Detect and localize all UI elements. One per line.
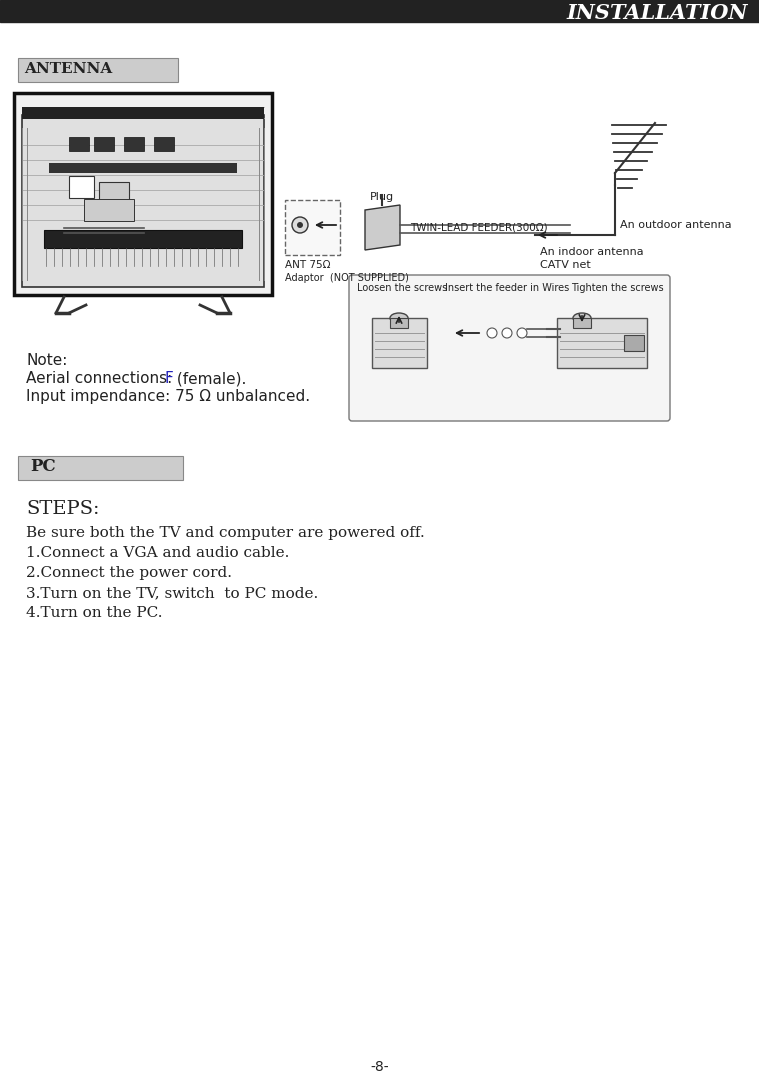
- Text: ANT 75Ω: ANT 75Ω: [285, 260, 330, 270]
- Text: Aerial connections:: Aerial connections:: [26, 370, 177, 386]
- Bar: [154, 137, 174, 151]
- Text: INSTALLATION: INSTALLATION: [566, 3, 748, 23]
- Text: Tighten the screws: Tighten the screws: [571, 283, 663, 293]
- Bar: [0, 0, 759, 22]
- Bar: [124, 137, 144, 151]
- Text: -8-: -8-: [370, 1060, 389, 1074]
- Circle shape: [487, 328, 497, 338]
- FancyBboxPatch shape: [349, 275, 670, 421]
- Bar: [573, 318, 591, 328]
- Bar: [557, 318, 647, 368]
- Bar: [69, 137, 89, 151]
- Bar: [84, 199, 134, 221]
- Text: PC: PC: [30, 458, 55, 475]
- Text: 3.Turn on the TV, switch  to PC mode.: 3.Turn on the TV, switch to PC mode.: [26, 586, 318, 600]
- Ellipse shape: [573, 313, 591, 323]
- Text: 2.Connect the power cord.: 2.Connect the power cord.: [26, 567, 232, 581]
- Circle shape: [517, 328, 527, 338]
- Bar: [285, 200, 340, 255]
- Text: Adaptor  (NOT SUPPLIED): Adaptor (NOT SUPPLIED): [285, 272, 409, 283]
- Bar: [94, 137, 114, 151]
- Bar: [49, 163, 237, 173]
- Bar: [22, 107, 264, 118]
- Circle shape: [292, 216, 308, 233]
- Bar: [18, 58, 178, 82]
- Text: 1.Connect a VGA and audio cable.: 1.Connect a VGA and audio cable.: [26, 546, 289, 560]
- Bar: [372, 318, 427, 368]
- Bar: [69, 176, 94, 198]
- Text: Loosen the screws: Loosen the screws: [357, 283, 447, 293]
- Polygon shape: [365, 205, 400, 250]
- Ellipse shape: [390, 313, 408, 323]
- Bar: [14, 93, 272, 295]
- Text: TWIN-LEAD FEEDER(300Ω): TWIN-LEAD FEEDER(300Ω): [410, 222, 548, 232]
- Text: ANTENNA: ANTENNA: [24, 62, 112, 76]
- Bar: [18, 456, 183, 480]
- Text: 4.Turn on the PC.: 4.Turn on the PC.: [26, 606, 162, 620]
- Text: STEPS:: STEPS:: [26, 500, 99, 518]
- Bar: [22, 115, 264, 286]
- Text: Be sure both the TV and computer are powered off.: Be sure both the TV and computer are pow…: [26, 526, 425, 540]
- Bar: [390, 318, 408, 328]
- Text: Input impendance: 75 Ω unbalanced.: Input impendance: 75 Ω unbalanced.: [26, 389, 310, 404]
- Text: (female).: (female).: [172, 370, 247, 386]
- Text: Note:: Note:: [26, 353, 68, 368]
- Text: Plug: Plug: [370, 192, 394, 202]
- Circle shape: [297, 222, 303, 228]
- Bar: [44, 230, 242, 248]
- Bar: [99, 182, 129, 200]
- Bar: [624, 335, 644, 351]
- Text: An outdoor antenna: An outdoor antenna: [620, 220, 732, 230]
- Text: Insert the feeder in Wires: Insert the feeder in Wires: [445, 283, 569, 293]
- Circle shape: [502, 328, 512, 338]
- Text: F: F: [164, 370, 173, 386]
- Text: An indoor antenna
CATV net: An indoor antenna CATV net: [540, 247, 644, 270]
